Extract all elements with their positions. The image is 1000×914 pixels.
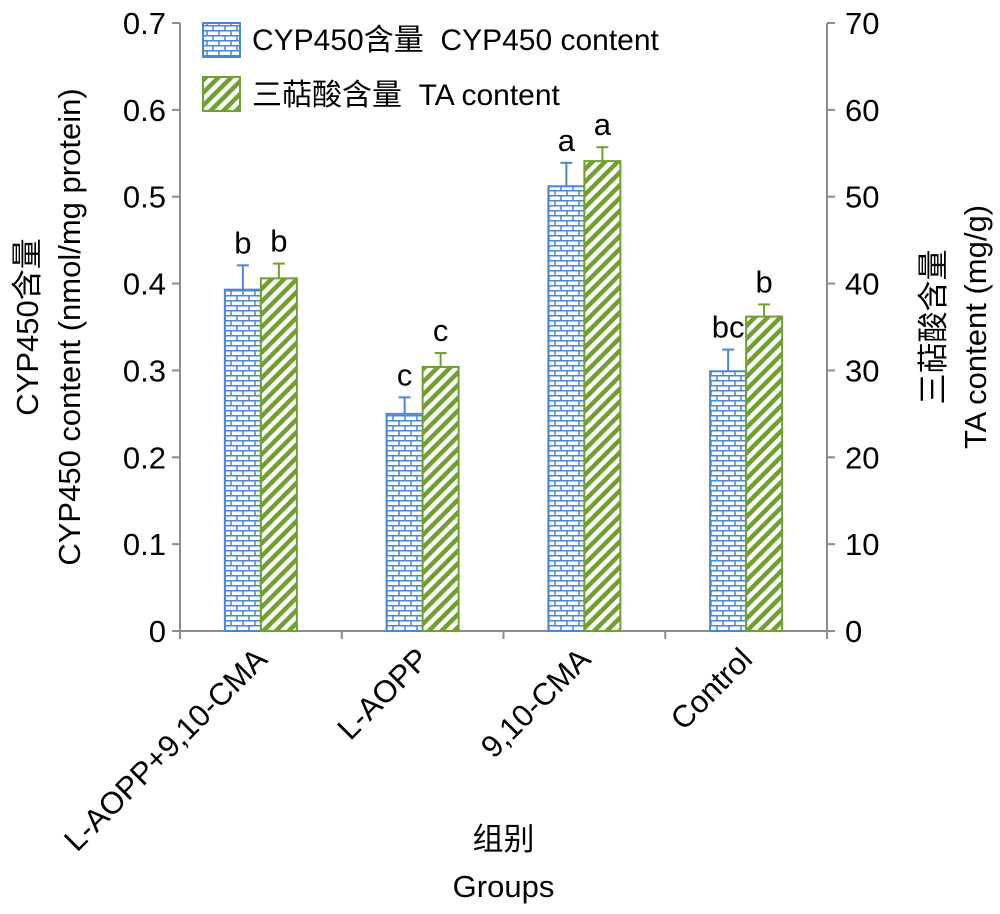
x-tick-label: Control xyxy=(664,641,759,736)
right-axis-title-en: TA content (mg/g) xyxy=(958,205,993,449)
left-tick-label: 0.5 xyxy=(123,180,166,215)
significance-letter: c xyxy=(433,313,449,348)
right-tick-label: 10 xyxy=(845,527,879,562)
bar xyxy=(259,277,298,632)
axes: 0 0.1 0.2 0.3 0.4 0.5 0.6 0.7 0 10 20 30 40 50 60 70 xyxy=(123,6,880,649)
bar xyxy=(223,288,262,632)
left-tick-label: 0.4 xyxy=(123,267,166,302)
left-tick-label: 0.7 xyxy=(123,6,166,41)
legend-label-cyp450: CYP450含量 CYP450 content xyxy=(252,24,660,57)
left-tick-label: 0.3 xyxy=(123,353,166,388)
right-axis-title-cn: 三萜酸含量 xyxy=(916,250,951,405)
bar xyxy=(421,365,460,632)
significance-letter: b xyxy=(234,225,251,260)
right-tick-label: 60 xyxy=(845,93,879,128)
left-tick-label: 0.6 xyxy=(123,93,166,128)
significance-letter: bc xyxy=(712,310,745,345)
significance-letter: a xyxy=(558,123,576,158)
x-tick-label: L-AOPP xyxy=(330,641,435,746)
legend: CYP450含量 CYP450 content 三萜酸含量 TA content xyxy=(202,22,660,112)
x-axis-title-cn: 组别 xyxy=(473,822,535,857)
left-tick-label: 0.1 xyxy=(123,527,166,562)
right-tick-label: 20 xyxy=(845,440,879,475)
left-axis-title-cn: CYP450含量 xyxy=(10,238,45,415)
left-tick-label: 0 xyxy=(149,614,166,649)
left-tick-label: 0.2 xyxy=(123,440,166,475)
bar xyxy=(709,370,748,632)
right-tick-label: 70 xyxy=(845,6,879,41)
significance-letter: b xyxy=(270,224,287,259)
significance-letter: a xyxy=(594,107,612,142)
legend-swatch-ta xyxy=(202,76,241,112)
legend-label-ta: 三萜酸含量 TA content xyxy=(252,79,561,112)
left-axis-title-en: CYP450 content (nmol/mg protein) xyxy=(52,88,87,565)
right-tick-label: 50 xyxy=(845,180,879,215)
x-tick-label: 9,10-CMA xyxy=(474,641,598,765)
x-axis-title-en: Groups xyxy=(453,869,555,904)
right-tick-label: 0 xyxy=(845,614,862,649)
bar xyxy=(745,315,784,632)
significance-letter: c xyxy=(397,357,413,392)
right-tick-label: 30 xyxy=(845,353,879,388)
x-tick-label: L-AOPP+9,10-CMA xyxy=(57,641,274,858)
bar xyxy=(385,412,424,632)
right-tick-label: 40 xyxy=(845,267,879,302)
bar xyxy=(583,160,622,633)
significance-letter: b xyxy=(756,264,773,299)
bar xyxy=(547,185,586,632)
legend-swatch-cyp450 xyxy=(202,22,241,58)
